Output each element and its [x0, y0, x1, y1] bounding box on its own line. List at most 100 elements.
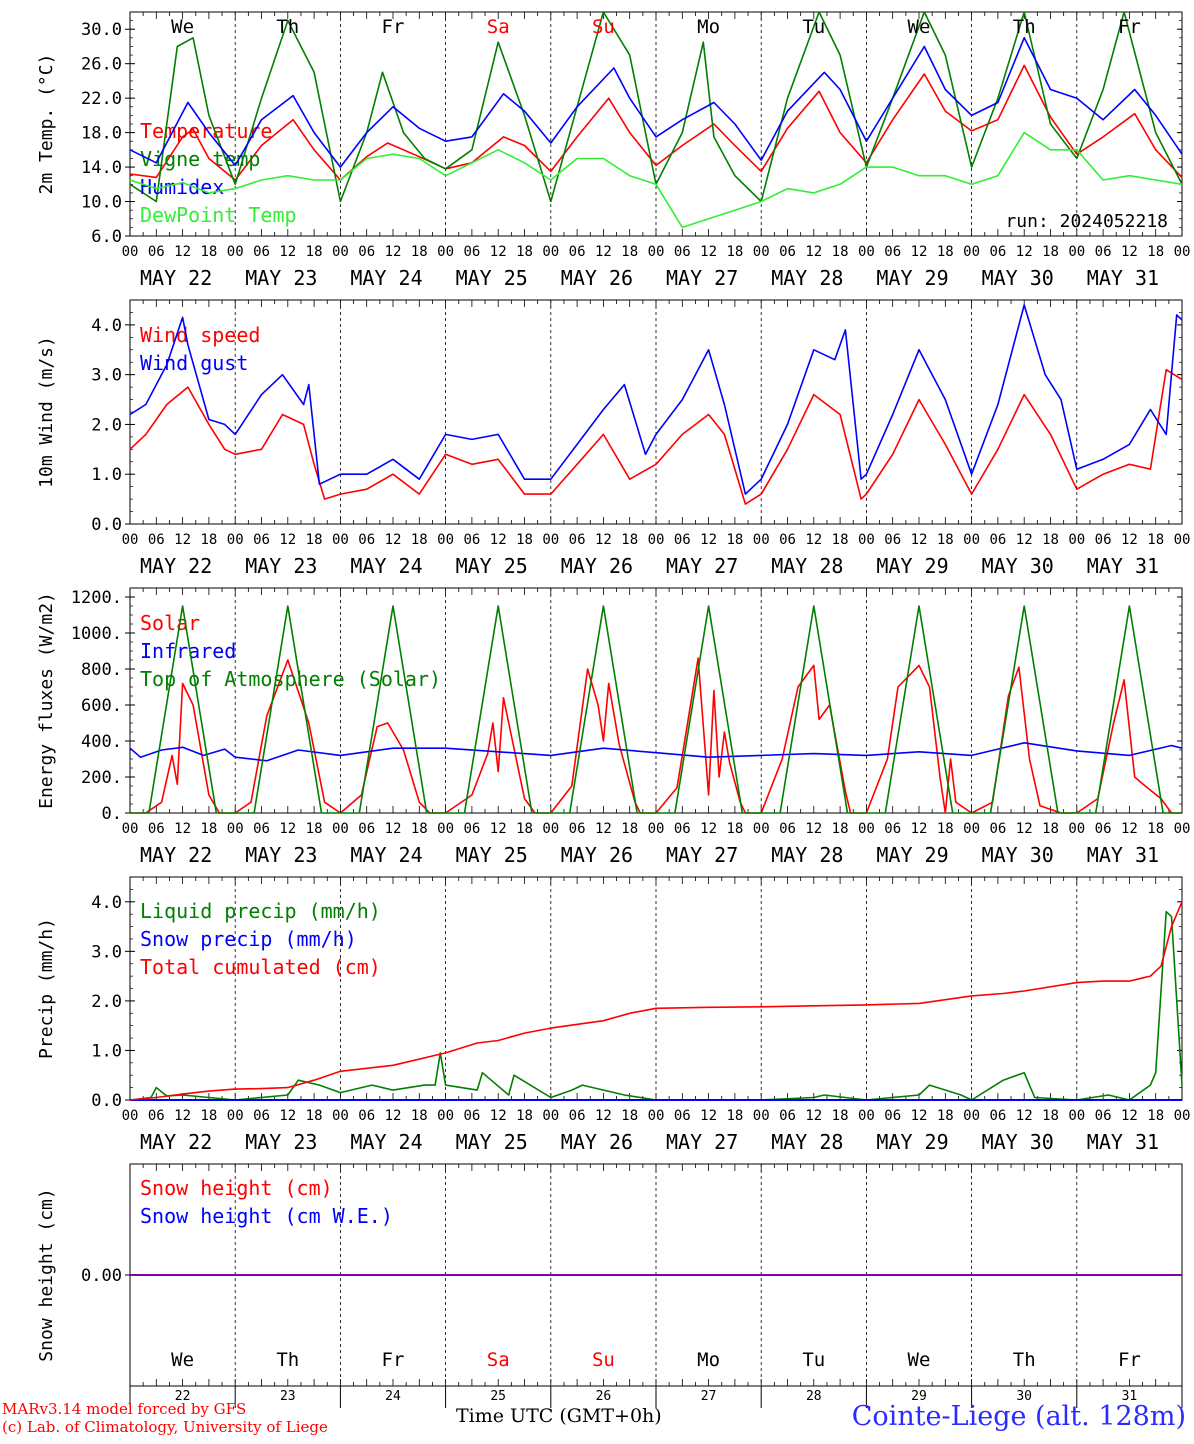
hour-tick-label: 12 — [911, 532, 928, 548]
hour-tick-label: 06 — [674, 821, 691, 837]
hour-tick-label: 00 — [227, 1108, 244, 1124]
hour-tick-label: 06 — [884, 1108, 901, 1124]
hour-tick-label: 00 — [1174, 1108, 1191, 1124]
date-label: MAY 25 — [456, 843, 528, 867]
day-number: 25 — [490, 1389, 506, 1404]
date-label: MAY 27 — [666, 843, 738, 867]
hour-tick-label: 12 — [1016, 821, 1033, 837]
plot-frame — [129, 587, 1183, 814]
hour-tick-label: 18 — [832, 1108, 849, 1124]
date-label: MAY 29 — [876, 1130, 948, 1154]
hour-tick-label: 12 — [385, 1108, 402, 1124]
hour-tick-label: 00 — [122, 244, 139, 260]
hour-tick-label: 06 — [463, 244, 480, 260]
day-letter-top: Mo — [697, 16, 720, 38]
hour-tick-label: 06 — [148, 821, 165, 837]
hour-tick-label: 18 — [516, 821, 533, 837]
hour-tick-label: 00 — [227, 244, 244, 260]
hour-tick-label: 12 — [279, 821, 296, 837]
day-number: 30 — [1016, 1389, 1032, 1404]
hour-tick-label: 12 — [385, 821, 402, 837]
hour-tick-label: 12 — [805, 532, 822, 548]
hour-tick-label: 12 — [1121, 244, 1138, 260]
y-tick-label: 1200. — [71, 588, 122, 608]
hour-tick-label: 06 — [358, 1108, 375, 1124]
day-letter-bottom: Th — [1013, 1349, 1036, 1371]
day-number: 24 — [385, 1389, 401, 1404]
hour-tick-label: 00 — [753, 821, 770, 837]
date-label: MAY 27 — [666, 554, 738, 578]
hour-tick-label: 00 — [963, 1108, 980, 1124]
panel-1: 6.0 10.0 14.0 18.0 22.0 26.0 30.0 2m Temp. (°C)… — [36, 11, 1190, 290]
hour-tick-label: 12 — [911, 821, 928, 837]
day-letter-top: We — [908, 16, 931, 38]
date-label: MAY 22 — [140, 266, 212, 290]
y-axis-label: 2m Temp. (°C) — [36, 54, 57, 195]
legend-entry: Snow height (cm W.E.) — [140, 1204, 393, 1228]
day-letter-bottom: Th — [276, 1349, 299, 1371]
hour-tick-label: 06 — [674, 532, 691, 548]
hour-tick-label: 00 — [1068, 1108, 1085, 1124]
hour-tick-label: 06 — [569, 1108, 586, 1124]
hour-tick-label: 18 — [516, 244, 533, 260]
hour-tick-label: 06 — [989, 244, 1006, 260]
panel-5: 0.00 Snow height (cm) Snow height (cm) Snow… — [36, 1163, 1183, 1387]
series-line-0 — [129, 368, 1183, 505]
legend-entry: Wind speed — [140, 323, 260, 347]
date-label: MAY 31 — [1087, 554, 1159, 578]
legend-entry: Liquid precip (mm/h) — [140, 899, 381, 923]
hour-tick-label: 12 — [490, 1108, 507, 1124]
day-letter-bottom: Su — [592, 1349, 615, 1371]
hour-tick-label: 18 — [726, 821, 743, 837]
hour-tick-label: 00 — [1174, 532, 1191, 548]
date-label: MAY 31 — [1087, 1130, 1159, 1154]
date-label: MAY 22 — [140, 843, 212, 867]
y-tick-label: 4.0 — [91, 316, 122, 336]
legend-entry: Snow precip (mm/h) — [140, 927, 357, 951]
hour-tick-label: 06 — [253, 532, 270, 548]
hour-tick-label: 06 — [569, 821, 586, 837]
hour-tick-label: 00 — [437, 821, 454, 837]
y-tick-label: 600. — [81, 696, 122, 716]
day-letter-top: Tu — [802, 16, 825, 38]
hour-tick-label: 06 — [1095, 1108, 1112, 1124]
day-letter-top: We — [171, 16, 194, 38]
hour-tick-label: 00 — [542, 532, 559, 548]
hour-tick-label: 06 — [779, 532, 796, 548]
y-tick-label: 3.0 — [91, 366, 122, 386]
y-tick-label: 1.0 — [91, 1041, 122, 1061]
hour-tick-label: 06 — [1095, 821, 1112, 837]
hour-tick-label: 00 — [648, 532, 665, 548]
hour-tick-label: 18 — [1042, 1108, 1059, 1124]
y-tick-label: 3.0 — [91, 942, 122, 962]
y-axis-label: Precip (mm/h) — [36, 918, 57, 1059]
hour-tick-label: 12 — [279, 1108, 296, 1124]
day-letter-bottom: We — [171, 1349, 194, 1371]
hour-tick-label: 18 — [1147, 1108, 1164, 1124]
hour-tick-label: 12 — [595, 821, 612, 837]
hour-tick-label: 06 — [148, 532, 165, 548]
hour-tick-label: 00 — [542, 1108, 559, 1124]
hour-tick-label: 06 — [779, 244, 796, 260]
hour-tick-label: 00 — [1068, 244, 1085, 260]
hour-tick-label: 12 — [174, 532, 191, 548]
hour-tick-label: 06 — [358, 244, 375, 260]
hour-tick-label: 06 — [674, 244, 691, 260]
hour-tick-label: 00 — [332, 821, 349, 837]
plot-frame — [129, 299, 1183, 525]
legend-entry: Snow height (cm) — [140, 1176, 333, 1200]
date-label: MAY 29 — [876, 266, 948, 290]
date-label: MAY 24 — [350, 554, 422, 578]
hour-tick-label: 00 — [122, 821, 139, 837]
date-label: MAY 24 — [350, 1130, 422, 1154]
date-label: MAY 26 — [561, 266, 633, 290]
hour-tick-label: 18 — [1042, 532, 1059, 548]
hour-tick-label: 18 — [832, 244, 849, 260]
hour-tick-label: 12 — [279, 532, 296, 548]
legend-entry: Total cumulated (cm) — [140, 955, 381, 979]
date-label: MAY 30 — [982, 554, 1054, 578]
date-label: MAY 23 — [245, 843, 317, 867]
series-line-2 — [129, 901, 1183, 1101]
x-axis-title: Time UTC (GMT+0h) — [456, 1405, 662, 1427]
